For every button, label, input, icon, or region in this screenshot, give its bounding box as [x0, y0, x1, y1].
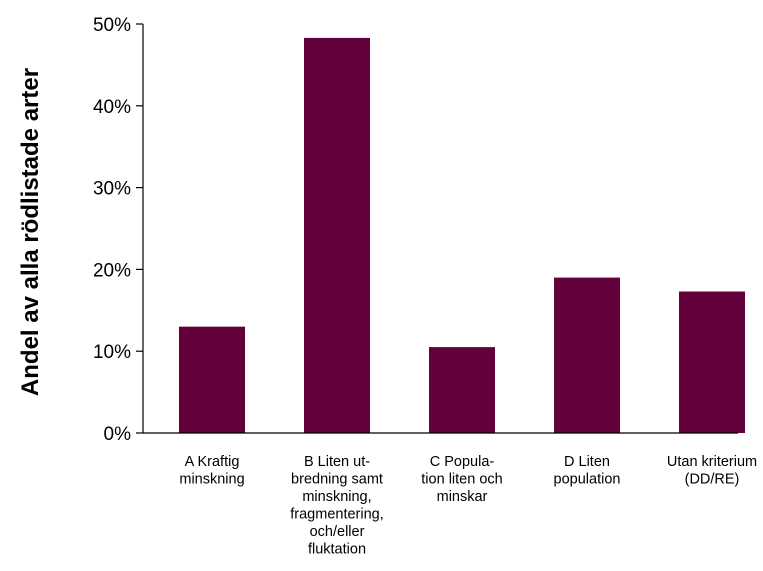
x-category-label-line: Utan kriterium	[667, 454, 757, 470]
y-tick-label: 20%	[93, 260, 131, 281]
y-axis: 0% 10% 20% 30% 40% 50%	[93, 15, 144, 445]
x-category-label-line: bredning samt	[291, 472, 383, 488]
y-tick-label: 50%	[93, 15, 131, 36]
x-category-label-line: population	[554, 472, 621, 488]
x-category-label-line: C Popula-	[430, 454, 495, 470]
x-category-label-line: D Liten	[564, 454, 610, 470]
bar	[179, 326, 245, 433]
bar	[429, 347, 495, 433]
y-axis-label: Andel av alla rödlistade arter	[17, 68, 44, 396]
x-category-label: Utan kriterium (DD/RE)	[667, 454, 757, 488]
x-category-label-line: minskning,	[302, 489, 371, 505]
x-category-label-line: minskar	[437, 489, 488, 505]
x-category-label: B Liten ut-bredning samt minskning, fragme…	[290, 454, 384, 558]
y-tick-label: 0%	[104, 424, 132, 445]
x-category-label-line: fluktation	[308, 542, 366, 558]
y-axis-title: Andel av alla rödlistade arter	[17, 68, 44, 396]
x-category-label: D Liten population	[554, 454, 621, 488]
y-tick-label: 10%	[93, 342, 131, 363]
x-axis-category-labels: A Kraftig minskning B Liten ut-bredning sa…	[179, 454, 757, 558]
bar	[304, 37, 370, 433]
x-category-label-line: fragmentering,	[290, 507, 384, 523]
x-category-label-line: tion liten och	[421, 472, 502, 488]
x-category-label-line: minskning	[179, 472, 244, 488]
bars	[179, 37, 745, 433]
y-tick-label: 30%	[93, 179, 131, 200]
x-category-label: C Popula-tion liten och minskar	[421, 454, 502, 505]
x-category-label-line: och/eller	[310, 524, 365, 540]
y-tick-label: 40%	[93, 97, 131, 118]
x-category-label: A Kraftig minskning	[179, 454, 244, 488]
bar	[679, 291, 745, 433]
bar	[554, 277, 620, 433]
x-category-label-line: B Liten ut-	[304, 454, 370, 470]
x-category-label-line: (DD/RE)	[685, 472, 740, 488]
x-category-label-line: A Kraftig	[185, 454, 240, 470]
